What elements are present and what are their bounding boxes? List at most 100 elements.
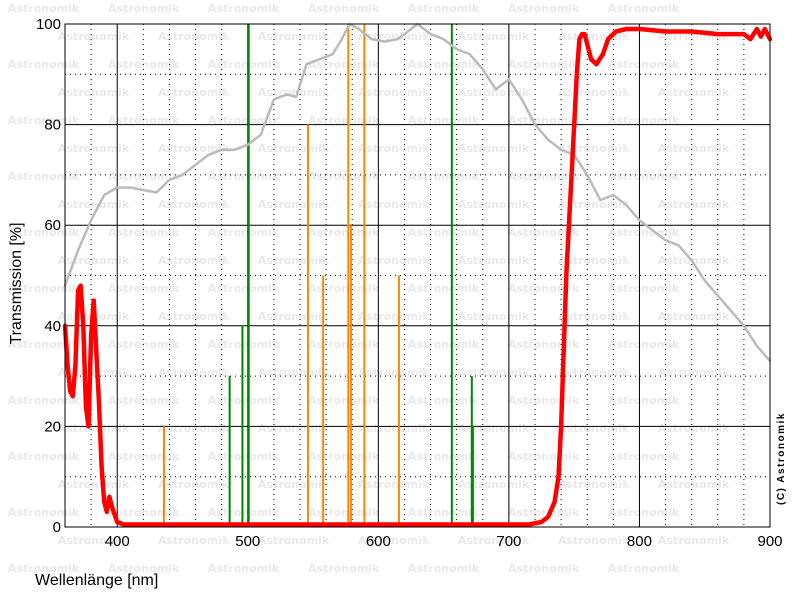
watermark-text: Astronomik [308,394,380,407]
watermark-text: Astronomik [358,534,430,547]
watermark-text: Astronomik [508,170,580,183]
watermark-text: Astronomik [658,478,730,491]
watermark-text: Astronomik [308,450,380,463]
watermark-text: Astronomik [508,562,580,575]
watermark-text: Astronomik [8,506,80,519]
watermark-text: Astronomik [458,254,530,267]
watermark-text: Astronomik [608,562,680,575]
watermark-text: Astronomik [458,198,530,211]
watermark-text: Astronomik [8,562,80,575]
watermark-text: Astronomik [258,478,330,491]
watermark-text: Astronomik [608,170,680,183]
spectral-lines [162,24,474,527]
watermark-text: Astronomik [108,506,180,519]
watermark-text: Astronomik [158,198,230,211]
watermark-text: Astronomik [158,534,230,547]
watermark-text: Astronomik [558,366,630,379]
filter-transmission-curve [62,26,773,527]
watermark-text: Astronomik [408,226,480,239]
watermark-text: Astronomik [158,30,230,43]
watermark-text: Astronomik [458,478,530,491]
watermark-text: Astronomik [508,394,580,407]
x-tick-label: 400 [105,533,130,550]
watermark-text: Astronomik [458,310,530,323]
watermark-text: Astronomik [108,450,180,463]
watermark-text: Astronomik [358,310,430,323]
watermark-text: Astronomik [308,226,380,239]
watermark-text: Astronomik [608,226,680,239]
y-tick-label: 0 [53,519,61,536]
watermark-text: Astronomik [258,422,330,435]
watermark-text: Astronomik [108,338,180,351]
watermark-text: Astronomik [58,534,130,547]
watermark-text: Astronomik [508,338,580,351]
plot-frame [64,23,771,528]
watermark-text: Astronomik [8,2,80,15]
watermark-text: Astronomik [558,198,630,211]
watermark-text: Astronomik [258,254,330,267]
watermark-text: Astronomik [258,198,330,211]
watermark-text: Astronomik [108,2,180,15]
watermark-text: Astronomik [58,30,130,43]
copyright-label: (C) Astronomik [776,412,787,505]
watermark-text: Astronomik [408,282,480,295]
watermark-text: Astronomik [258,30,330,43]
watermark-text: Astronomik [658,366,730,379]
watermark-text: Astronomik [158,142,230,155]
watermark-text: Astronomik [108,170,180,183]
watermark-text: Astronomik [358,422,430,435]
watermark-text: Astronomik [308,2,380,15]
watermark-text: Astronomik [558,254,630,267]
watermark-text: Astronomik [508,2,580,15]
watermark-text: Astronomik [608,338,680,351]
watermark-text: Astronomik [158,310,230,323]
watermark-text: Astronomik [458,422,530,435]
watermark-text: Astronomik [258,366,330,379]
watermark-text: Astronomik [408,2,480,15]
watermark-text: Astronomik [558,142,630,155]
watermark-text: Astronomik [8,58,80,71]
x-tick-label: 700 [496,533,521,550]
watermark-text: Astronomik [258,86,330,99]
y-tick-label: 100 [36,16,61,33]
watermark-text: Astronomik [408,562,480,575]
y-axis-title: Transmission [%] [8,222,25,344]
watermark-text: Astronomik [658,86,730,99]
watermark-text: Astronomik [108,394,180,407]
watermark-text: Astronomik [208,2,280,15]
watermark-text: Astronomik [108,226,180,239]
watermark-text: Astronomik [8,226,80,239]
watermark-text: Astronomik [608,506,680,519]
watermark-text: Astronomik [208,58,280,71]
watermark-text: Astronomik [608,394,680,407]
watermark-text: Astronomik [408,450,480,463]
watermark-text: Astronomik [608,282,680,295]
watermark-text: Astronomik [308,562,380,575]
watermark-text: Astronomik [158,422,230,435]
watermark-text: Astronomik [608,450,680,463]
watermark-text: Astronomik [508,226,580,239]
watermark-text: Astronomik [658,534,730,547]
watermark-text: Astronomik [458,86,530,99]
watermark-text: Astronomik [508,450,580,463]
x-tick-label: 900 [757,533,782,550]
watermark-text: Astronomik [508,282,580,295]
watermark-text: Astronomik [358,198,430,211]
watermark-text: Astronomik [8,394,80,407]
watermark-text: Astronomik [158,366,230,379]
watermark-text: Astronomik [658,310,730,323]
watermark-text: Astronomik [8,450,80,463]
watermark-text: Astronomik [8,338,80,351]
watermark-text: Astronomik [308,58,380,71]
watermark-text: Astronomik [358,142,430,155]
watermark-text: Astronomik [608,58,680,71]
watermark-text: Astronomik [158,254,230,267]
watermark-text: Astronomik [458,30,530,43]
y-tick-label: 40 [44,318,61,335]
watermark-text: Astronomik [658,422,730,435]
x-tick-label: 500 [235,533,260,550]
watermark-text: Astronomik [208,450,280,463]
watermark-text: Astronomik [208,506,280,519]
watermark-text: Astronomik [408,170,480,183]
